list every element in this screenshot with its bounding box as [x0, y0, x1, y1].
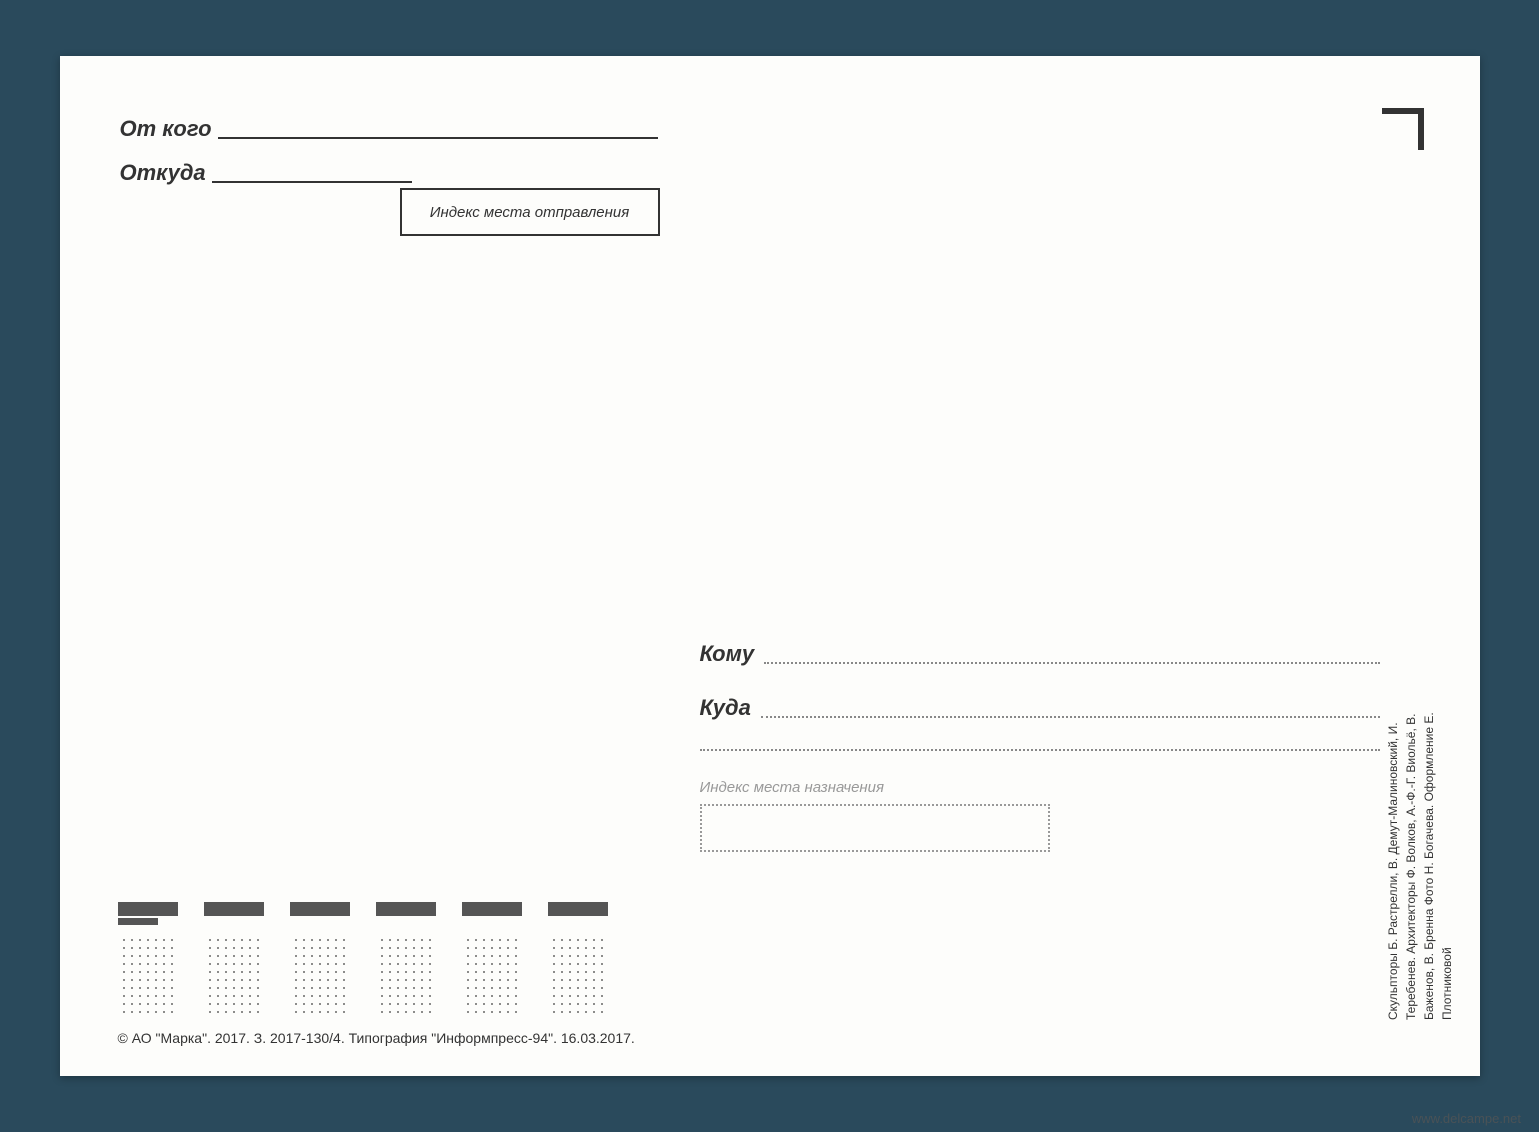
postal-digit-bar	[462, 902, 522, 916]
sender-index-label: Индекс места отправления	[430, 204, 630, 221]
postal-digit-dots	[462, 934, 520, 1016]
sender-from-row: От кого	[120, 116, 658, 142]
stamp-corner-mark	[1382, 108, 1424, 150]
recipient-block: Кому Куда Индекс места назначения	[700, 641, 1380, 852]
to-where-line-2[interactable]	[700, 749, 1380, 751]
sender-index-box[interactable]: Индекс места отправления	[400, 188, 660, 236]
postal-digit-dots	[548, 934, 606, 1016]
postal-digit-dots	[204, 934, 262, 1016]
to-line[interactable]	[764, 662, 1379, 664]
postal-digit-dots	[290, 934, 348, 1016]
postal-digit-bar-half	[118, 918, 158, 925]
credits-vertical-text: Скульпторы Б. Растрелли, В. Демут-Малино…	[1384, 660, 1456, 1020]
postal-digit[interactable]	[462, 902, 522, 1016]
postal-digit-bar	[548, 902, 608, 916]
from-label: От кого	[120, 116, 212, 142]
from-line[interactable]	[218, 137, 658, 139]
sender-where-row: Откуда	[120, 160, 658, 186]
postal-digit[interactable]	[290, 902, 350, 1016]
postal-digit-gap	[548, 918, 608, 934]
copyright-text: © АО "Марка". 2017. З. 2017-130/4. Типог…	[118, 1030, 635, 1046]
to-where-line[interactable]	[761, 716, 1380, 718]
postal-digit-gap	[462, 918, 522, 934]
from-where-label: Откуда	[120, 160, 206, 186]
postal-digit-dots	[118, 934, 176, 1016]
postal-digit-gap	[376, 918, 436, 934]
postal-digit-bar	[290, 902, 350, 916]
to-where-label: Куда	[700, 695, 751, 721]
postal-digit-gap	[290, 918, 350, 934]
postal-digit[interactable]	[548, 902, 608, 1016]
postal-digit-bar	[118, 902, 178, 916]
postal-digit[interactable]	[118, 902, 178, 1016]
recipient-to-row: Кому	[700, 641, 1380, 667]
watermark: www.delcampe.net	[1412, 1111, 1521, 1126]
postal-code-block	[118, 902, 608, 1016]
postal-digit-bar	[204, 902, 264, 916]
postal-digit-bar	[376, 902, 436, 916]
postal-digit-dots	[376, 934, 434, 1016]
dest-index-box[interactable]	[700, 804, 1050, 852]
from-where-line[interactable]	[212, 181, 412, 183]
postal-digit[interactable]	[376, 902, 436, 1016]
postal-digit-gap	[204, 918, 264, 934]
postal-digit[interactable]	[204, 902, 264, 1016]
to-label: Кому	[700, 641, 755, 667]
postal-envelope-back: От кого Откуда Индекс места отправления …	[60, 56, 1480, 1076]
dest-index-label: Индекс места назначения	[700, 779, 1380, 796]
recipient-where-row: Куда	[700, 695, 1380, 721]
